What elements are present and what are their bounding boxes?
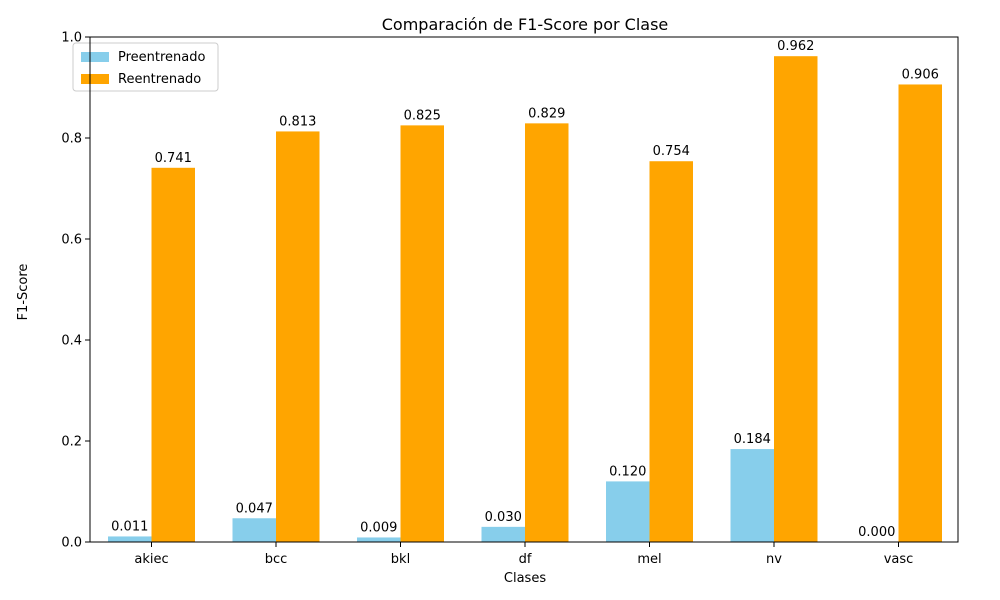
data-label-reentrenado-bcc: 0.813 (279, 114, 316, 129)
bar-preentrenado-akiec (108, 536, 152, 542)
y-tick-label-0.8: 0.8 (61, 132, 82, 147)
bar-reentrenado-bcc (276, 131, 320, 542)
bar-reentrenado-akiec (151, 167, 195, 543)
bar-reentrenado-nv (774, 56, 818, 542)
x-tick-label-nv: nv (766, 552, 782, 567)
x-tick-label-bcc: bcc (265, 552, 288, 567)
data-label-reentrenado-mel: 0.754 (653, 144, 690, 159)
x-tick-label-vasc: vasc (884, 552, 914, 567)
x-axis-label: Clases (504, 571, 546, 586)
legend: Preentrenado Reentrenado (72, 42, 219, 92)
x-tick-label-mel: mel (637, 552, 661, 567)
data-label-preentrenado-mel: 0.120 (609, 464, 646, 479)
y-tick-label-0.0: 0.0 (61, 536, 82, 551)
legend-swatch-preentrenado (81, 52, 109, 62)
plot-area: 0.011 0.047 0.009 0.030 0.120 0.184 0.000 0.741… (108, 39, 942, 543)
data-label-preentrenado-df: 0.030 (485, 510, 522, 525)
data-label-preentrenado-bcc: 0.047 (236, 501, 273, 516)
bar-preentrenado-bkl (357, 537, 401, 542)
data-label-reentrenado-bkl: 0.825 (404, 108, 441, 123)
data-label-reentrenado-akiec: 0.741 (155, 151, 192, 166)
x-axis: akiec bcc bkl df mel nv vasc (134, 542, 913, 567)
legend-swatch-reentrenado (81, 74, 109, 84)
y-axis: 0.0 0.2 0.4 0.6 0.8 1.0 (61, 31, 90, 551)
legend-label-preentrenado: Preentrenado (118, 50, 206, 65)
data-label-preentrenado-bkl: 0.009 (360, 520, 397, 535)
x-tick-label-bkl: bkl (391, 552, 410, 567)
y-tick-label-0.4: 0.4 (61, 334, 82, 349)
bar-preentrenado-mel (606, 481, 650, 542)
data-label-reentrenado-nv: 0.962 (777, 39, 814, 54)
bar-preentrenado-bcc (232, 518, 276, 542)
bar-reentrenado-mel (649, 161, 693, 543)
bar-reentrenado-df (525, 123, 569, 542)
x-tick-label-df: df (519, 552, 532, 567)
y-tick-label-0.6: 0.6 (61, 233, 82, 248)
legend-label-reentrenado: Reentrenado (118, 72, 201, 87)
data-label-reentrenado-vasc: 0.906 (902, 67, 939, 82)
y-tick-label-0.2: 0.2 (61, 435, 82, 450)
bar-reentrenado-vasc (898, 84, 942, 542)
legend-box (72, 42, 219, 92)
data-label-preentrenado-nv: 0.184 (734, 432, 771, 447)
x-tick-label-akiec: akiec (134, 552, 168, 567)
bar-preentrenado-nv (730, 449, 774, 542)
chart-title: Comparación de F1-Score por Clase (382, 15, 669, 34)
bar-preentrenado-df (481, 526, 525, 542)
plot-frame (89, 36, 959, 543)
data-label-preentrenado-vasc: 0.000 (858, 525, 895, 540)
y-axis-label: F1-Score (16, 264, 31, 321)
data-label-reentrenado-df: 0.829 (528, 106, 565, 121)
y-tick-label-1.0: 1.0 (61, 31, 82, 46)
bar-reentrenado-bkl (400, 125, 444, 542)
data-label-preentrenado-akiec: 0.011 (111, 519, 148, 534)
